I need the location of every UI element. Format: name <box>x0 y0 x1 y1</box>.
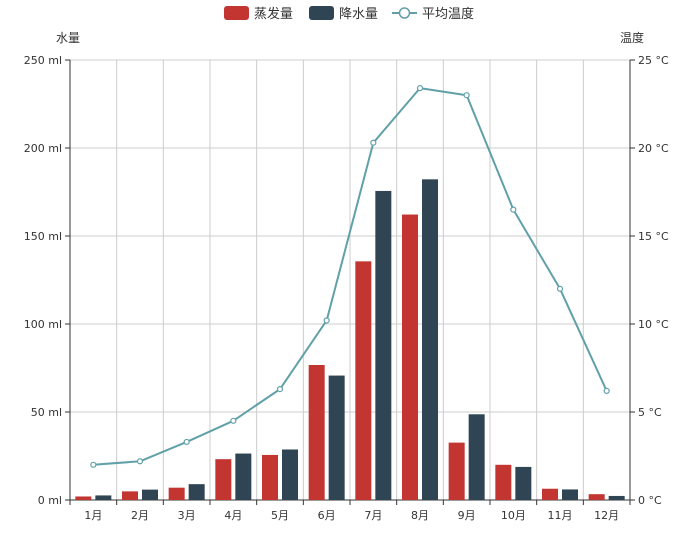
bar-precipitation[interactable] <box>235 453 252 500</box>
bar-precipitation[interactable] <box>562 489 578 500</box>
x-tick-label: 4月 <box>224 509 242 522</box>
bar-precipitation[interactable] <box>328 375 345 500</box>
bar-precipitation[interactable] <box>142 489 158 500</box>
y-right-tick-label: 20 °C <box>638 142 669 155</box>
legend-label[interactable]: 蒸发量 <box>254 6 293 22</box>
temperature-point[interactable] <box>90 461 97 468</box>
bar-evaporation[interactable] <box>542 488 558 500</box>
temperature-point[interactable] <box>556 285 564 292</box>
y-right-tick-label: 15 °C <box>638 230 669 243</box>
legend-swatch[interactable] <box>224 6 249 20</box>
y-left-tick-label: 250 ml <box>24 54 62 67</box>
bar-evaporation[interactable] <box>448 442 465 500</box>
temperature-point[interactable] <box>603 387 610 394</box>
bar-precipitation[interactable] <box>282 449 298 500</box>
temperature-point[interactable] <box>510 206 517 213</box>
temperature-point[interactable] <box>183 438 190 446</box>
x-tick-label: 5月 <box>271 509 289 522</box>
bar-precipitation[interactable] <box>188 484 205 500</box>
temperature-point[interactable] <box>136 458 144 465</box>
bar-evaporation[interactable] <box>495 464 512 500</box>
y-left-tick-label: 50 ml <box>31 406 62 419</box>
bar-evaporation[interactable] <box>308 365 325 500</box>
bar-evaporation[interactable] <box>262 454 278 500</box>
temperature-point[interactable] <box>276 386 284 393</box>
temperature-line <box>93 87 608 466</box>
x-tick-label: 11月 <box>548 509 573 522</box>
y-left-tick-label: 100 ml <box>24 318 62 331</box>
bar-precipitation[interactable] <box>608 495 625 500</box>
y-left-tick-label: 150 ml <box>24 230 62 243</box>
x-tick-label: 8月 <box>411 509 429 522</box>
y-right-tick-label: 25 °C <box>638 54 669 67</box>
bar-precipitation[interactable] <box>515 466 532 500</box>
y-left-tick-label: 0 ml <box>38 494 62 507</box>
x-tick-label: 3月 <box>178 509 196 522</box>
temperature-point[interactable] <box>370 139 377 146</box>
y-right-tick-label: 0 °C <box>638 494 662 507</box>
temperature-point[interactable] <box>230 417 237 424</box>
bar-precipitation[interactable] <box>468 414 485 500</box>
y-right-tick-label: 10 °C <box>638 318 669 331</box>
y-left-tick-label: 200 ml <box>24 142 62 155</box>
legend-label[interactable]: 平均温度 <box>422 6 474 22</box>
legend-marker[interactable] <box>398 7 411 19</box>
bar-evaporation[interactable] <box>75 496 92 500</box>
bar-evaporation[interactable] <box>122 491 138 500</box>
temperature-point[interactable] <box>323 317 330 324</box>
x-tick-label: 6月 <box>318 509 336 522</box>
x-tick-label: 10月 <box>501 509 526 522</box>
temperature-point[interactable] <box>463 92 470 99</box>
bar-precipitation[interactable] <box>95 495 112 500</box>
y-left-axis-name: 水量 <box>56 31 80 45</box>
x-tick-label: 2月 <box>131 509 149 522</box>
bar-evaporation[interactable] <box>402 214 418 500</box>
legend-swatch[interactable] <box>309 6 334 20</box>
x-tick-label: 1月 <box>84 509 102 522</box>
x-tick-label: 9月 <box>458 509 476 522</box>
bar-precipitation[interactable] <box>375 190 392 500</box>
bar-evaporation[interactable] <box>215 459 232 500</box>
bar-precipitation[interactable] <box>422 179 438 500</box>
bar-evaporation[interactable] <box>588 494 605 500</box>
bar-evaporation[interactable] <box>168 487 185 500</box>
y-right-tick-label: 5 °C <box>638 406 662 419</box>
bar-evaporation[interactable] <box>355 261 372 500</box>
y-right-axis-name: 温度 <box>620 30 644 45</box>
x-tick-label: 7月 <box>364 509 382 522</box>
legend-label[interactable]: 降水量 <box>339 7 378 22</box>
x-tick-label: 12月 <box>594 509 619 522</box>
temperature-point[interactable] <box>416 85 424 92</box>
